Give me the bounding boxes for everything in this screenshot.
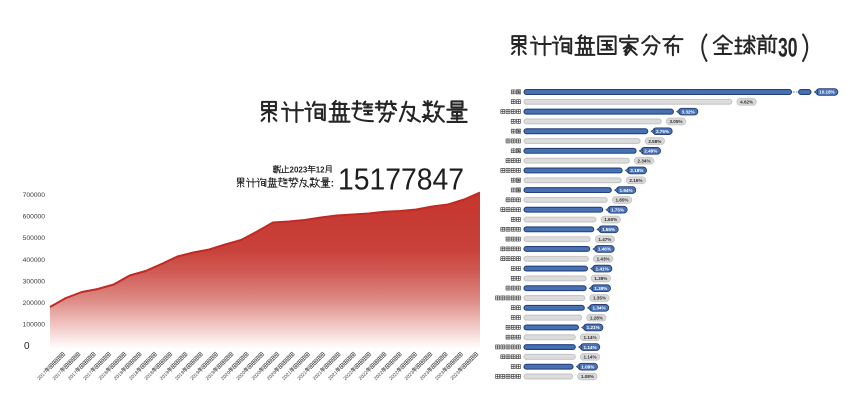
svg-text:2.34%: 2.34% [638, 158, 651, 163]
svg-text:1.34%: 1.34% [593, 306, 606, 311]
svg-text:200000: 200000 [23, 300, 46, 307]
svg-text:600000: 600000 [23, 214, 46, 221]
svg-text:2.16%: 2.16% [629, 178, 642, 183]
svg-text:10.18%: 10.18% [819, 90, 835, 95]
svg-text:500000: 500000 [23, 235, 46, 242]
svg-text:12: 12 [316, 165, 325, 174]
svg-text:0: 0 [24, 341, 30, 352]
svg-text:2.58%: 2.58% [648, 139, 661, 144]
svg-text:1.75%: 1.75% [611, 207, 624, 212]
svg-text:3.05%: 3.05% [669, 119, 682, 124]
svg-text:1.85%: 1.85% [615, 198, 628, 203]
svg-text:2023: 2023 [290, 165, 308, 174]
svg-text:1.38%: 1.38% [594, 286, 607, 291]
svg-text:1.21%: 1.21% [587, 325, 600, 330]
svg-text:15177847: 15177847 [338, 162, 464, 197]
svg-text:30: 30 [778, 32, 798, 62]
svg-text:1.94%: 1.94% [620, 188, 633, 193]
svg-text:1.43%: 1.43% [597, 256, 610, 261]
svg-text:700000: 700000 [23, 192, 46, 199]
svg-text:1.60%: 1.60% [604, 217, 617, 222]
svg-text:1.46%: 1.46% [598, 247, 611, 252]
svg-text:1.35%: 1.35% [593, 296, 606, 301]
svg-text:1.14%: 1.14% [584, 345, 597, 350]
svg-text:400000: 400000 [23, 257, 46, 264]
svg-text:4.62%: 4.62% [740, 100, 753, 105]
svg-text:1.08%: 1.08% [581, 374, 594, 379]
svg-text:100000: 100000 [23, 322, 46, 329]
svg-text:300000: 300000 [23, 278, 46, 285]
svg-text:1.14%: 1.14% [584, 355, 597, 360]
svg-text:1.14%: 1.14% [584, 335, 597, 340]
svg-text:1.38%: 1.38% [594, 276, 607, 281]
svg-text:2.18%: 2.18% [630, 168, 643, 173]
svg-text:1.47%: 1.47% [598, 237, 611, 242]
svg-text:1.41%: 1.41% [596, 266, 609, 271]
svg-text:1.28%: 1.28% [590, 315, 603, 320]
svg-text:2.49%: 2.49% [644, 149, 657, 154]
svg-text:1.09%: 1.09% [581, 364, 594, 369]
svg-text:2.75%: 2.75% [656, 129, 669, 134]
svg-text:1.55%: 1.55% [602, 227, 615, 232]
svg-text:3.32%: 3.32% [682, 109, 695, 114]
svg-text::: : [331, 178, 334, 189]
